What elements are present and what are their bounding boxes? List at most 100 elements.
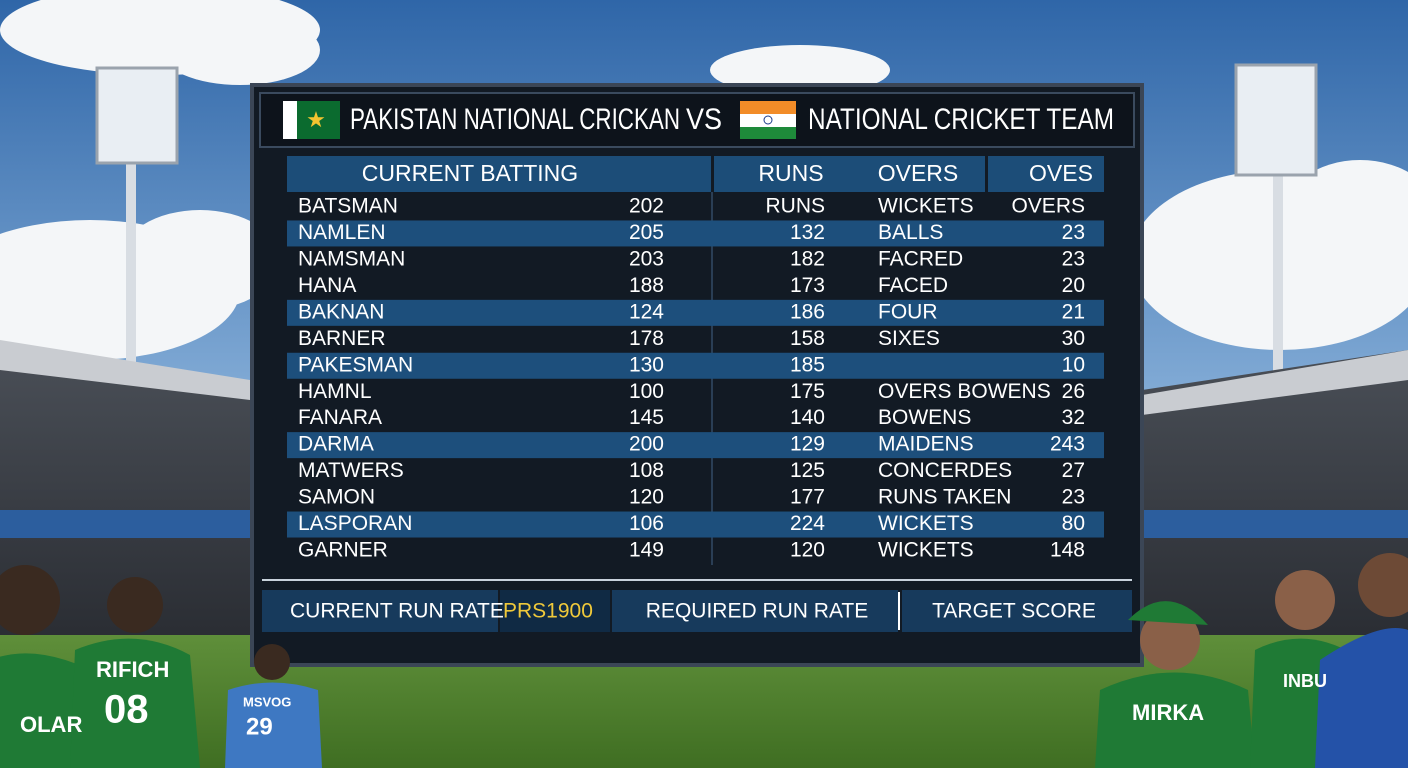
cell: 202 bbox=[629, 195, 664, 218]
team2: NATIONAL CRICKET TEAM bbox=[808, 103, 1114, 136]
cell: BOWENS bbox=[878, 406, 971, 429]
cell: HAMNL bbox=[298, 380, 372, 403]
cell: WICKETS bbox=[878, 512, 974, 535]
light-towers bbox=[95, 63, 1318, 390]
jersey-text: OLAR bbox=[20, 712, 82, 737]
cell: 100 bbox=[629, 380, 664, 403]
jersey-text: RIFICH bbox=[96, 657, 169, 682]
cell: WICKETS bbox=[878, 195, 974, 218]
cell: 149 bbox=[629, 539, 664, 562]
cell: 188 bbox=[629, 274, 664, 297]
header-cells bbox=[287, 156, 1104, 192]
jersey-text: INBU bbox=[1283, 671, 1327, 691]
cell: 185 bbox=[790, 353, 825, 376]
cell: 178 bbox=[629, 327, 664, 350]
cell: HANA bbox=[298, 274, 356, 297]
cell: WICKETS bbox=[878, 539, 974, 562]
cell: CONCERDES bbox=[878, 459, 1012, 482]
svg-text:★: ★ bbox=[306, 107, 326, 132]
cell: 23 bbox=[1062, 247, 1085, 270]
cell: BALLS bbox=[878, 221, 943, 244]
cell: 120 bbox=[790, 539, 825, 562]
cell: OVERS BOWENS bbox=[878, 380, 1051, 403]
cell: RUNS bbox=[765, 195, 825, 218]
cell: 130 bbox=[629, 353, 664, 376]
cell: NAMSMAN bbox=[298, 247, 405, 270]
cell: 108 bbox=[629, 459, 664, 482]
spectators bbox=[0, 553, 1408, 768]
cell: SAMON bbox=[298, 486, 375, 509]
jersey-text: MIRKA bbox=[1132, 700, 1204, 725]
rows: BATSMAN 202 RUNS WICKETS OVERS NAMLEN 205 132 BA… bbox=[287, 195, 1104, 562]
cell: FANARA bbox=[298, 406, 382, 429]
column-header: OVES bbox=[1029, 160, 1093, 186]
cell: 23 bbox=[1062, 486, 1085, 509]
india-flag bbox=[740, 101, 796, 139]
cell: 23 bbox=[1062, 221, 1085, 244]
cell: 175 bbox=[790, 380, 825, 403]
cell: 203 bbox=[629, 247, 664, 270]
cell: MATWERS bbox=[298, 459, 404, 482]
cell: BATSMAN bbox=[298, 195, 398, 218]
title-bar bbox=[259, 92, 1135, 148]
cell: 177 bbox=[790, 486, 825, 509]
column-header: RUNS bbox=[758, 160, 823, 186]
cell: 129 bbox=[790, 433, 825, 456]
jersey-text: MSVOG bbox=[243, 694, 291, 709]
cell: 158 bbox=[790, 327, 825, 350]
cell: RUNS TAKEN bbox=[878, 486, 1011, 509]
cell: DARMA bbox=[298, 433, 374, 456]
row-highlight bbox=[287, 432, 1104, 459]
cell: 26 bbox=[1062, 380, 1085, 403]
cell: 140 bbox=[790, 406, 825, 429]
cell: 10 bbox=[1062, 353, 1085, 376]
cell: 125 bbox=[790, 459, 825, 482]
cell: FOUR bbox=[878, 300, 938, 323]
team1: PAKISTAN NATIONAL CRICKAN bbox=[350, 103, 680, 136]
cell: OVERS bbox=[1011, 195, 1085, 218]
column-header: OVERS bbox=[878, 160, 959, 186]
cell: SIXES bbox=[878, 327, 940, 350]
cell: 200 bbox=[629, 433, 664, 456]
cell: 20 bbox=[1062, 274, 1085, 297]
cell: 145 bbox=[629, 406, 664, 429]
cell: FACED bbox=[878, 274, 948, 297]
cell: NAMLEN bbox=[298, 221, 386, 244]
jersey-number: 29 bbox=[246, 713, 273, 740]
cell: 182 bbox=[790, 247, 825, 270]
cell: BARNER bbox=[298, 327, 386, 350]
row-highlight bbox=[287, 299, 1104, 326]
cell: FACRED bbox=[878, 247, 963, 270]
row-highlight bbox=[287, 511, 1104, 538]
pakistan-flag: ★ bbox=[283, 101, 340, 139]
crr-label: CURRENT RUN RATE bbox=[290, 600, 504, 623]
cell: 173 bbox=[790, 274, 825, 297]
cell: 120 bbox=[629, 486, 664, 509]
cell: 30 bbox=[1062, 327, 1085, 350]
cell: 186 bbox=[790, 300, 825, 323]
jersey-number: 08 bbox=[104, 688, 149, 732]
cell: BAKNAN bbox=[298, 300, 384, 323]
row-highlight bbox=[287, 352, 1104, 379]
cell: 124 bbox=[629, 300, 664, 323]
column-header: CURRENT BATTING bbox=[362, 160, 578, 186]
cell: 224 bbox=[790, 512, 825, 535]
clouds bbox=[0, 0, 1408, 360]
rrr-label: REQUIRED RUN RATE bbox=[646, 600, 868, 623]
cell: 106 bbox=[629, 512, 664, 535]
cell: 21 bbox=[1062, 300, 1085, 323]
target-label: TARGET SCORE bbox=[932, 600, 1096, 623]
footer-cells bbox=[262, 590, 1132, 632]
stands bbox=[0, 340, 1408, 640]
cell: 132 bbox=[790, 221, 825, 244]
vs: VS bbox=[686, 103, 722, 136]
cell: 27 bbox=[1062, 459, 1085, 482]
crr-value: PRS1900 bbox=[503, 600, 593, 623]
cell: 243 bbox=[1050, 433, 1085, 456]
row-highlight bbox=[287, 220, 1104, 247]
cell: 205 bbox=[629, 221, 664, 244]
cell: 32 bbox=[1062, 406, 1085, 429]
cell: GARNER bbox=[298, 539, 388, 562]
